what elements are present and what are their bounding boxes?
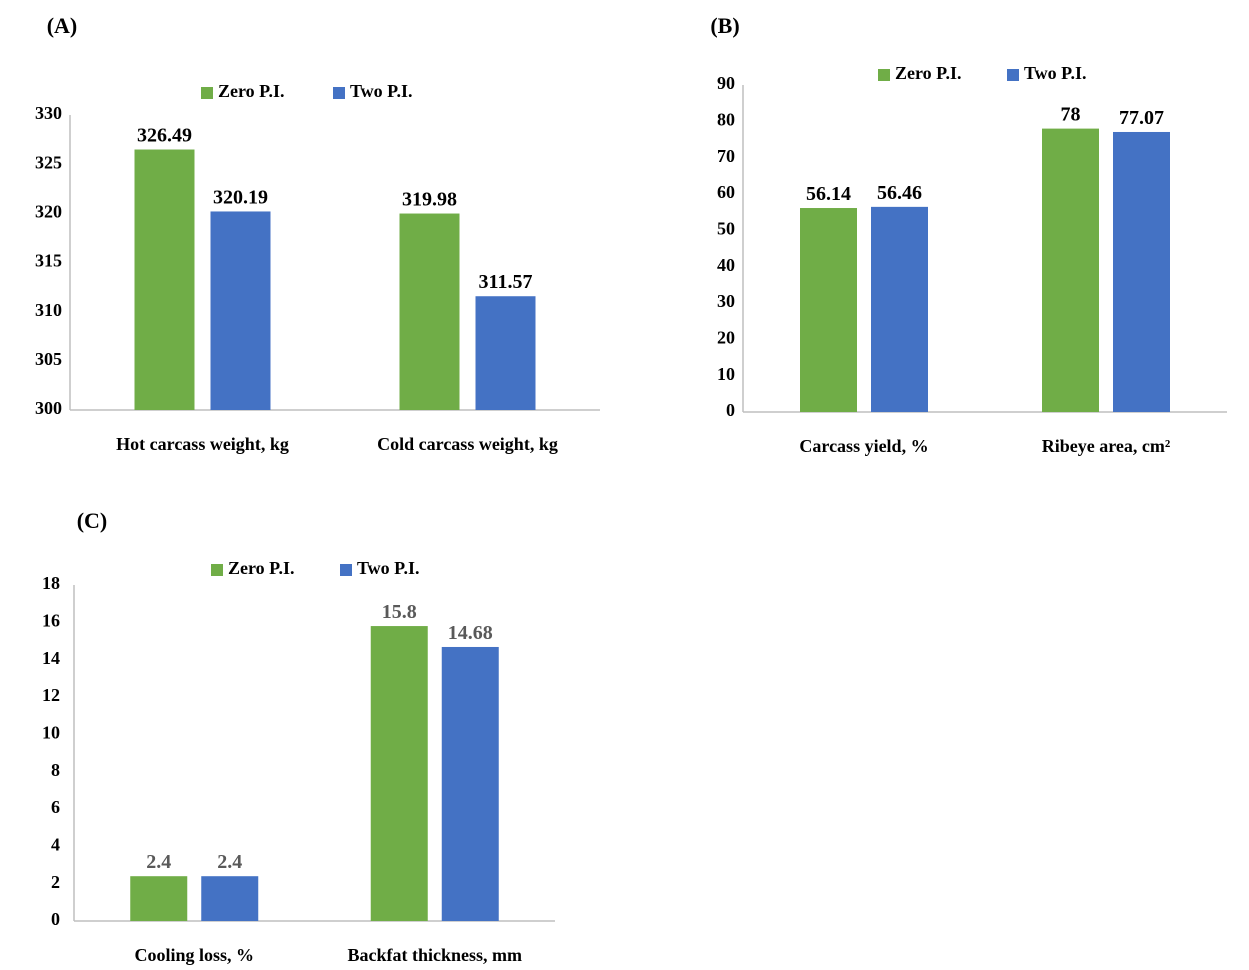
x-category-label: Cooling loss, % [134,945,254,965]
x-category-label: Cold carcass weight, kg [377,434,558,454]
data-label: 15.8 [382,601,417,623]
y-tick-label: 300 [35,398,62,418]
y-tick-label: 0 [51,909,60,929]
legend-swatch [211,564,223,576]
data-label: 320.19 [213,186,268,208]
y-tick-label: 315 [35,251,62,271]
y-tick-label: 10 [42,722,60,742]
y-tick-label: 90 [717,73,735,93]
y-tick-label: 70 [717,146,735,166]
legend-swatch [201,87,213,99]
bar [475,296,536,410]
bar [134,149,195,410]
legend-swatch [333,87,345,99]
data-label: 326.49 [137,125,192,147]
y-tick-label: 80 [717,109,735,129]
y-tick-label: 310 [35,300,62,320]
y-tick-label: 12 [42,685,60,705]
y-tick-label: 14 [42,648,60,668]
data-label: 77.07 [1119,107,1164,129]
y-tick-label: 320 [35,201,62,221]
y-tick-label: 4 [51,834,60,854]
legend-label: Zero P.I. [218,81,285,101]
x-category-label: Ribeye area, cm² [1042,436,1171,456]
data-label: 319.98 [402,189,457,211]
bar [1113,131,1170,412]
y-tick-label: 8 [51,760,60,780]
chart-a: (A) 300 305 310 315 320 325 330 326.49 320.19 Hot … [35,13,600,454]
y-tick-label: 2 [51,872,60,892]
panel-label: (C) [77,508,108,533]
legend-label: Zero P.I. [228,558,295,578]
bar [441,646,499,921]
x-category-label: Carcass yield, % [799,436,928,456]
chart-c: (C) 0 2 4 6 8 10 12 14 16 18 2.4 2.4 Cooling loss, % 1… [42,508,555,965]
y-tick-label: 305 [35,349,62,369]
y-tick-label: 325 [35,152,62,172]
legend-swatch [340,564,352,576]
data-label: 56.46 [877,182,922,204]
bar [210,211,271,410]
data-label: 311.57 [479,271,533,293]
bar [201,876,259,921]
legend-swatch [878,69,890,81]
panel-label: (B) [710,13,739,38]
y-tick-label: 20 [717,327,735,347]
data-label: 56.14 [806,183,851,205]
data-label: 78 [1061,104,1081,126]
bar [399,213,460,410]
x-category-label: Hot carcass weight, kg [116,434,289,454]
y-tick-label: 18 [42,573,60,593]
x-category-label: Backfat thickness, mm [348,945,523,965]
legend-label: Two P.I. [350,81,413,101]
data-label: 2.4 [217,851,242,873]
legend-label: Zero P.I. [895,63,962,83]
y-tick-label: 50 [717,218,735,238]
legend-swatch [1007,69,1019,81]
bar [800,208,857,412]
y-tick-label: 16 [42,610,60,630]
bar [871,206,928,412]
chart-b: (B) 0 10 20 30 40 50 60 70 80 90 56.14 56.46 Carcass … [710,13,1227,456]
y-tick-label: 6 [51,797,60,817]
data-label: 14.68 [448,622,493,644]
y-tick-label: 330 [35,103,62,123]
panel-label: (A) [47,13,78,38]
legend-label: Two P.I. [357,558,420,578]
y-tick-label: 10 [717,364,735,384]
legend-label: Two P.I. [1024,63,1087,83]
y-tick-label: 60 [717,182,735,202]
bar [370,626,428,921]
bar [130,876,188,921]
y-tick-label: 0 [726,400,735,420]
bar [1042,128,1099,412]
y-tick-label: 30 [717,291,735,311]
data-label: 2.4 [146,851,171,873]
y-tick-label: 40 [717,255,735,275]
